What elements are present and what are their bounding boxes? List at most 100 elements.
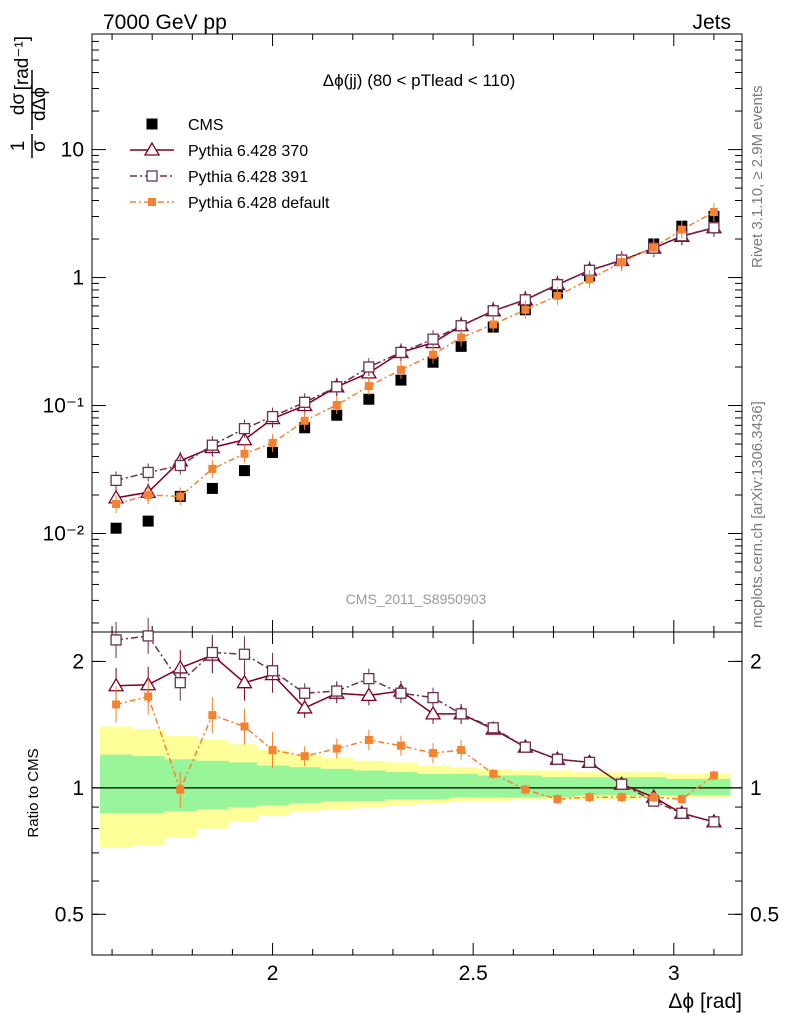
band-green-bin bbox=[228, 762, 258, 808]
data-point bbox=[649, 793, 658, 802]
legend-entry: Pythia 6.428 default bbox=[130, 195, 330, 212]
band-green-bin bbox=[132, 756, 165, 814]
ylabel-dsigma: dσ bbox=[8, 93, 29, 116]
data-point bbox=[266, 665, 279, 677]
rivet-label: Rivet 3.1.10, ≥ 2.9M events bbox=[749, 86, 766, 269]
data-point bbox=[112, 500, 121, 509]
y-tick-label: 10⁻¹ bbox=[43, 395, 84, 418]
data-point bbox=[429, 350, 438, 359]
data-point bbox=[395, 374, 407, 386]
series-3 bbox=[112, 203, 718, 514]
ylabel-unit: [rad⁻¹] bbox=[12, 36, 33, 90]
data-point bbox=[206, 482, 218, 494]
data-point bbox=[429, 749, 438, 758]
data-point bbox=[176, 785, 185, 794]
data-point bbox=[364, 735, 373, 744]
data-point bbox=[236, 674, 253, 689]
band-green-bin bbox=[384, 772, 418, 800]
data-point bbox=[363, 672, 375, 685]
ratio-frame: 0.5 0.5 1 1 2 2 2 2.5 3 bbox=[55, 631, 779, 985]
band-green-bin bbox=[256, 765, 290, 806]
plot-title: Δϕ(jj) (80 < pTlead < 110) bbox=[323, 71, 516, 90]
band-green-bin bbox=[665, 778, 699, 796]
legend-label: Pythia 6.428 default bbox=[188, 195, 330, 212]
data-point bbox=[240, 449, 249, 458]
data-point bbox=[489, 769, 498, 778]
data-point bbox=[615, 778, 628, 790]
data-point bbox=[144, 692, 153, 701]
ratio-series-2 bbox=[112, 678, 718, 808]
data-point bbox=[363, 361, 375, 373]
data-point bbox=[296, 699, 313, 714]
band-green-bin bbox=[417, 773, 450, 800]
legend-label: Pythia 6.428 391 bbox=[188, 169, 308, 186]
data-point bbox=[677, 225, 686, 234]
data-point bbox=[708, 222, 720, 234]
data-point bbox=[424, 705, 442, 720]
data-point bbox=[677, 795, 686, 804]
data-point bbox=[299, 687, 311, 699]
band-green-bin bbox=[100, 754, 133, 814]
data-point bbox=[268, 438, 277, 447]
data-point bbox=[110, 474, 122, 487]
band-green-bin bbox=[697, 778, 731, 796]
y-tick-label: 10⁻² bbox=[43, 523, 84, 546]
y-tick-label-right: 2 bbox=[750, 650, 762, 673]
data-point bbox=[148, 198, 156, 206]
data-point bbox=[553, 291, 562, 300]
data-point bbox=[146, 118, 158, 130]
data-point bbox=[238, 422, 251, 435]
data-point bbox=[617, 793, 626, 802]
legend: CMS Pythia 6.428 370 Pythia 6.428 391 Pythi… bbox=[130, 117, 330, 212]
data-point bbox=[583, 756, 596, 769]
watermark: CMS_2011_S8950903 bbox=[346, 591, 487, 607]
legend-label: CMS bbox=[188, 117, 224, 134]
y-tick-label: 1 bbox=[72, 777, 84, 800]
data-point bbox=[238, 648, 251, 660]
ylabel-one-over: 1 bbox=[8, 141, 29, 152]
y-tick-label-right: 1 bbox=[750, 777, 762, 800]
data-point bbox=[143, 141, 161, 156]
data-point bbox=[521, 785, 530, 794]
data-point bbox=[585, 793, 594, 802]
data-point bbox=[487, 722, 499, 734]
ylabel-ddphi: dΔϕ bbox=[29, 87, 50, 121]
data-point bbox=[110, 522, 122, 534]
y-tick-label-right: 0.5 bbox=[750, 903, 779, 926]
ratio-line bbox=[115, 695, 715, 800]
data-point bbox=[146, 170, 158, 182]
data-point bbox=[363, 393, 375, 405]
data-point bbox=[206, 646, 219, 659]
data-point bbox=[208, 711, 217, 720]
main-marks bbox=[107, 203, 723, 534]
y-tick-label: 10 bbox=[61, 139, 84, 162]
plot-frame bbox=[91, 631, 743, 956]
legend-label: Pythia 6.428 370 bbox=[188, 143, 308, 160]
data-point bbox=[240, 722, 249, 731]
data-point bbox=[142, 515, 154, 527]
header-right: Jets bbox=[692, 11, 731, 34]
data-point bbox=[395, 687, 407, 699]
series-2 bbox=[110, 218, 720, 490]
y-tick-label: 0.5 bbox=[55, 903, 84, 926]
band-green-bin bbox=[449, 773, 478, 798]
ratio-ylabel: Ratio to CMS bbox=[25, 748, 42, 837]
x-tick-label: 2.5 bbox=[459, 962, 488, 985]
data-point bbox=[551, 753, 564, 765]
data-point bbox=[396, 365, 405, 374]
x-tick-label: 3 bbox=[668, 962, 680, 985]
data-point bbox=[709, 771, 718, 780]
ylabel-sigma: σ bbox=[29, 140, 50, 152]
data-point bbox=[300, 752, 309, 761]
data-point bbox=[300, 416, 309, 425]
band-green-bin bbox=[196, 760, 229, 810]
data-point bbox=[360, 687, 377, 702]
data-point bbox=[708, 816, 720, 828]
data-point bbox=[268, 746, 277, 755]
legend-entry: Pythia 6.428 370 bbox=[130, 141, 308, 160]
data-point bbox=[174, 459, 186, 472]
data-point bbox=[267, 446, 279, 458]
data-point bbox=[617, 258, 626, 267]
data-point bbox=[299, 396, 311, 408]
